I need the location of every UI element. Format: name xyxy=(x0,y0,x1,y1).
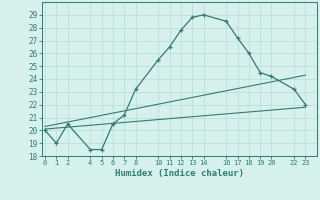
X-axis label: Humidex (Indice chaleur): Humidex (Indice chaleur) xyxy=(115,169,244,178)
